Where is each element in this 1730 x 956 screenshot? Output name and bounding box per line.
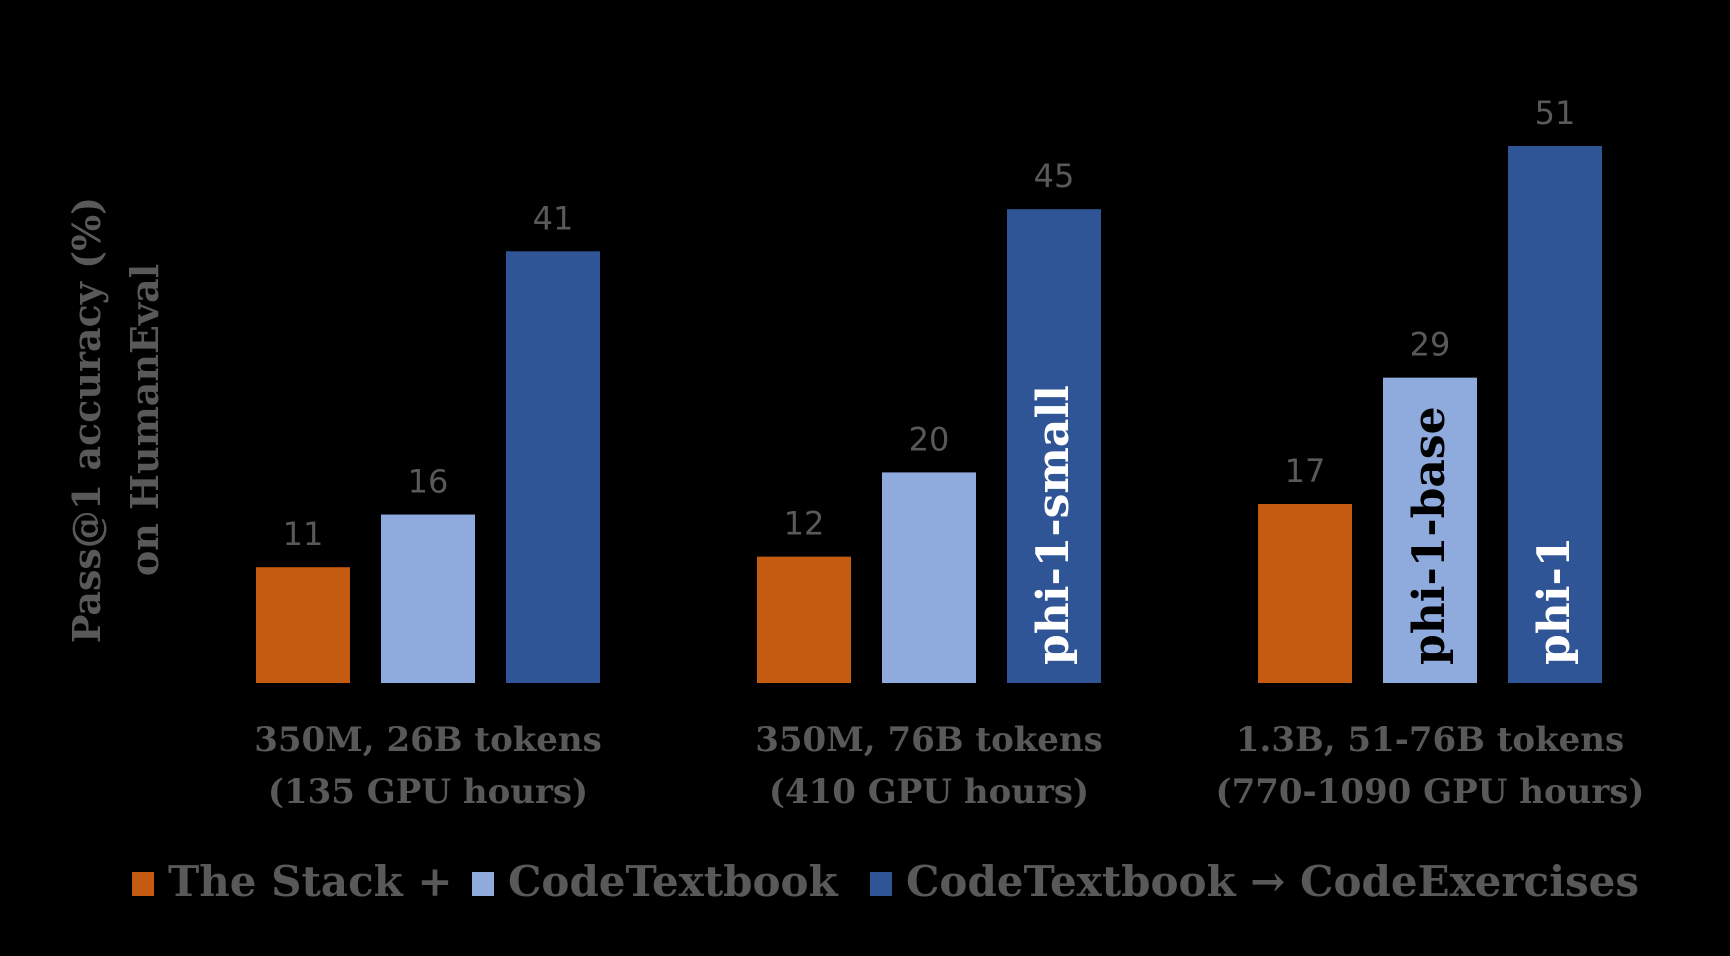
bar-value-label: 12 xyxy=(784,505,825,543)
bars xyxy=(256,146,1602,684)
bar-annotation: phi-1-small xyxy=(1028,385,1079,665)
bar-value-label: 41 xyxy=(533,199,574,237)
bar xyxy=(506,251,600,683)
category-labels: 350M, 26B tokens (135 GPU hours) 350M, 76B… xyxy=(254,720,1644,812)
bar xyxy=(1508,146,1602,683)
bar xyxy=(1258,504,1352,683)
bar-annotations: phi-1-base phi-1-small phi-1 xyxy=(1028,385,1580,665)
category-label: (410 GPU hours) xyxy=(769,772,1089,812)
y-axis-label-line: Pass@1 accuracy (%) xyxy=(64,197,109,643)
bar xyxy=(1007,209,1101,684)
y-axis-label: Pass@1 accuracy (%) on HumanEval xyxy=(64,197,167,643)
bar xyxy=(882,472,976,683)
bar xyxy=(381,514,475,683)
category-label: 350M, 26B tokens xyxy=(254,720,602,760)
legend-label: The Stack + xyxy=(168,857,453,906)
legend-swatch xyxy=(132,872,154,896)
y-axis-label-line: on HumanEval xyxy=(122,264,167,576)
bar-value-label: 16 xyxy=(408,463,449,501)
value-labels: 11 12 17 16 20 29 41 45 51 xyxy=(283,94,1576,553)
category-label: (135 GPU hours) xyxy=(268,772,588,812)
bar xyxy=(757,556,851,683)
legend: The Stack + CodeTextbook CodeTextbook → Co… xyxy=(132,857,1639,906)
bar-value-label: 17 xyxy=(1285,452,1326,490)
bar-annotation: phi-1 xyxy=(1529,537,1580,665)
bar-annotation: phi-1-base xyxy=(1404,406,1455,665)
category-label: 1.3B, 51-76B tokens xyxy=(1236,720,1624,760)
legend-swatch xyxy=(472,872,494,896)
bar-value-label: 11 xyxy=(283,515,324,553)
legend-label: CodeTextbook xyxy=(508,857,839,906)
legend-swatch xyxy=(870,872,892,896)
category-label: (770-1090 GPU hours) xyxy=(1216,772,1645,812)
bar xyxy=(1383,377,1477,683)
legend-label: CodeTextbook → CodeExercises xyxy=(906,857,1639,906)
bar-value-label: 51 xyxy=(1535,94,1576,132)
bar xyxy=(256,567,350,683)
bar-value-label: 20 xyxy=(909,420,950,458)
bar-value-label: 29 xyxy=(1410,326,1451,364)
category-label: 350M, 76B tokens xyxy=(755,720,1103,760)
bar-value-label: 45 xyxy=(1034,157,1075,195)
